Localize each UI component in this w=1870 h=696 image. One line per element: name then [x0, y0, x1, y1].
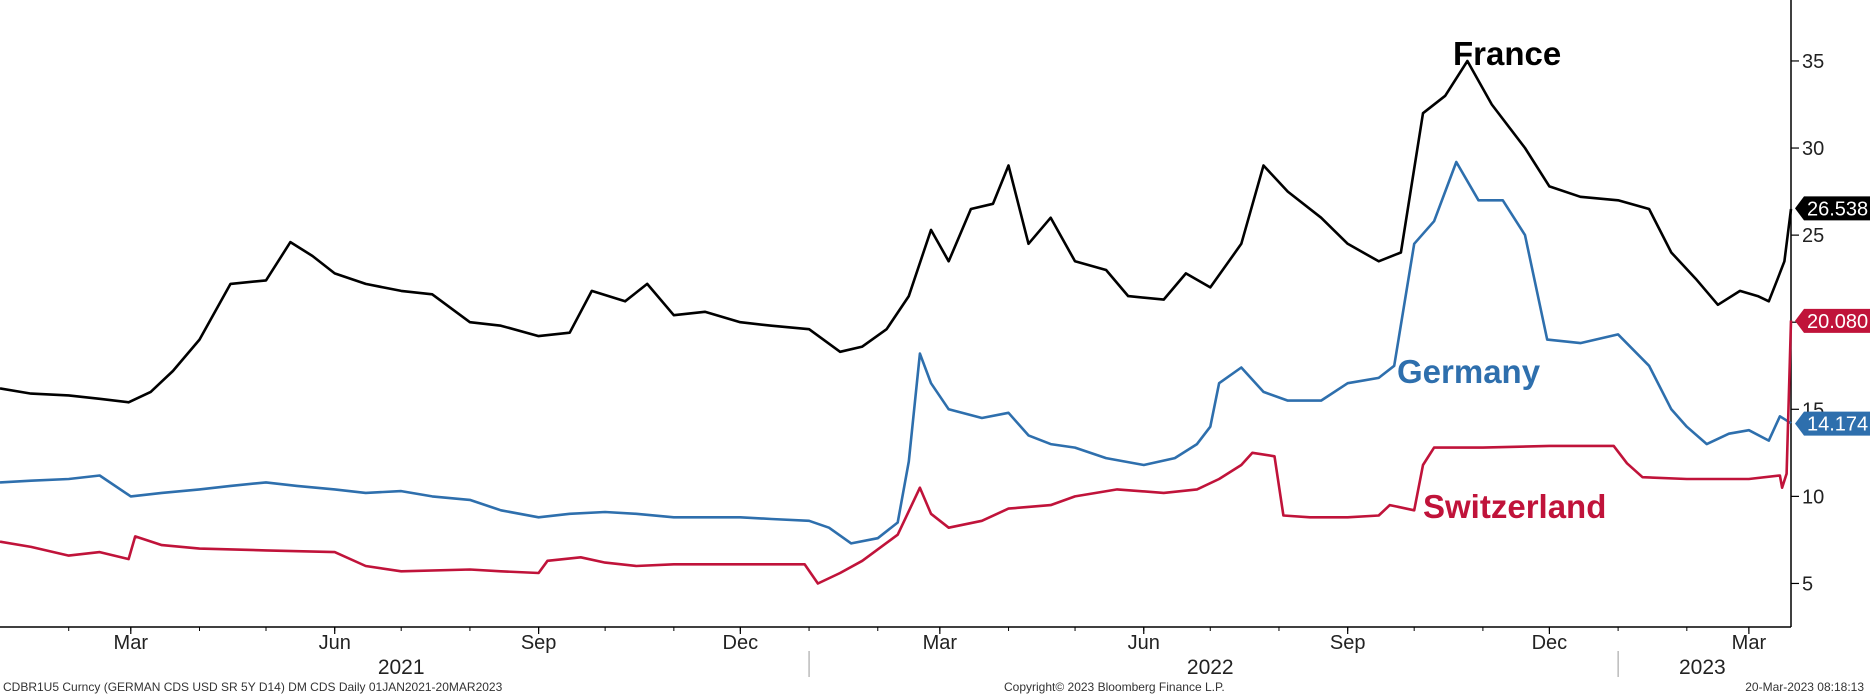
- series-lines: [0, 59, 1793, 585]
- last-value-tags: 26.538 14.174 20.080: [1795, 196, 1870, 436]
- last-value-tag-switzerland: [1795, 308, 1870, 333]
- x-tick-label: Dec: [723, 632, 759, 654]
- last-value-tag-germany: [1795, 411, 1870, 436]
- series-label-france: France: [1453, 35, 1561, 72]
- x-tick-label: Mar: [923, 632, 958, 654]
- x-axis-ticks: Mar Jun Sep Dec Mar Jun Sep Dec Mar: [68, 627, 1767, 654]
- y-tick-label: 35: [1802, 51, 1824, 73]
- series-line-germany: [0, 160, 1792, 545]
- series-label-switzerland: Switzerland: [1423, 488, 1606, 525]
- series-line-france: [0, 59, 1793, 404]
- y-tick-label: 10: [1802, 486, 1824, 508]
- y-tick-label: 30: [1802, 138, 1824, 160]
- x-tick-label: Dec: [1532, 632, 1568, 654]
- x-tick-label: Sep: [1330, 632, 1366, 654]
- year-label: 2023: [1679, 656, 1726, 679]
- footer-ticker: CDBR1U5 Curncy (GERMAN CDS USD SR 5Y D14…: [3, 680, 503, 694]
- x-tick-label: Jun: [319, 632, 351, 654]
- x-tick-label: Sep: [521, 632, 557, 654]
- footer-copyright: Copyright© 2023 Bloomberg Finance L.P.: [1004, 680, 1225, 694]
- x-tick-label: Mar: [114, 632, 149, 654]
- series-label-germany: Germany: [1397, 353, 1541, 390]
- y-tick-label: 5: [1802, 573, 1813, 595]
- footer-timestamp: 20-Mar-2023 08:18:13: [1745, 680, 1864, 694]
- last-value-label-switzerland: 20.080: [1807, 311, 1868, 333]
- last-value-tag-france: [1795, 196, 1870, 221]
- year-label: 2022: [1187, 656, 1234, 679]
- last-value-label-france: 26.538: [1807, 198, 1868, 220]
- axes: [0, 0, 1792, 628]
- year-label: 2021: [378, 656, 425, 679]
- series-labels: France Germany Switzerland: [1397, 35, 1606, 525]
- x-tick-label: Jun: [1128, 632, 1160, 654]
- y-tick-label: 25: [1802, 225, 1824, 247]
- last-value-label-germany: 14.174: [1807, 414, 1868, 436]
- x-tick-label: Mar: [1732, 632, 1767, 654]
- year-labels: 2021 2022 2023: [378, 651, 1726, 679]
- series-line-switzerland: [0, 320, 1793, 585]
